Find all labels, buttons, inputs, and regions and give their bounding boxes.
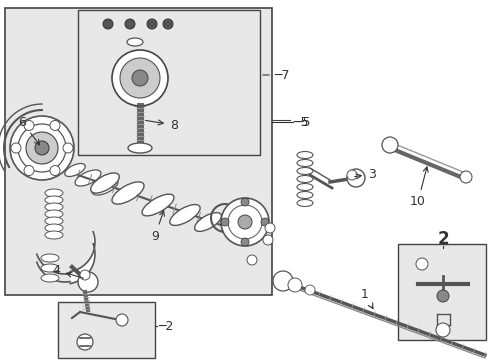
Circle shape [436, 290, 448, 302]
Text: 1: 1 [360, 288, 372, 309]
Circle shape [305, 285, 314, 295]
Ellipse shape [45, 189, 63, 197]
Circle shape [272, 271, 292, 291]
Ellipse shape [45, 210, 63, 218]
Circle shape [261, 218, 268, 226]
Circle shape [120, 58, 160, 98]
Circle shape [78, 272, 98, 292]
Ellipse shape [45, 203, 63, 211]
Circle shape [435, 323, 449, 337]
Ellipse shape [75, 170, 101, 186]
Ellipse shape [169, 204, 200, 225]
Circle shape [35, 141, 49, 155]
Text: 8: 8 [145, 118, 178, 131]
Circle shape [287, 278, 302, 292]
Circle shape [221, 198, 268, 246]
Circle shape [125, 19, 135, 29]
Text: 2: 2 [436, 230, 448, 248]
Bar [58, 302, 155, 358]
Text: 6: 6 [18, 116, 40, 145]
Circle shape [80, 270, 90, 280]
Circle shape [10, 116, 74, 180]
Bar [5, 8, 271, 295]
Circle shape [238, 215, 251, 229]
Text: 4: 4 [52, 264, 83, 278]
Ellipse shape [65, 163, 85, 176]
Circle shape [77, 334, 93, 350]
Text: 3: 3 [354, 167, 375, 180]
Ellipse shape [296, 176, 312, 183]
Text: ─2: ─2 [158, 320, 173, 333]
Ellipse shape [45, 224, 63, 232]
Circle shape [50, 121, 60, 130]
Circle shape [241, 238, 248, 246]
Circle shape [381, 137, 397, 153]
Circle shape [147, 19, 157, 29]
Text: 10: 10 [409, 167, 427, 208]
Ellipse shape [45, 196, 63, 204]
Ellipse shape [92, 179, 118, 195]
Circle shape [459, 171, 471, 183]
Ellipse shape [127, 38, 142, 46]
Ellipse shape [128, 143, 152, 153]
Ellipse shape [41, 264, 59, 272]
Circle shape [246, 255, 257, 265]
Ellipse shape [296, 152, 312, 158]
Circle shape [132, 70, 148, 86]
Circle shape [24, 121, 34, 130]
Text: ─5: ─5 [292, 116, 308, 129]
Ellipse shape [41, 274, 59, 282]
Ellipse shape [296, 199, 312, 207]
Circle shape [24, 166, 34, 176]
Text: ─5: ─5 [294, 116, 310, 129]
Text: ─7: ─7 [273, 68, 289, 81]
Ellipse shape [41, 254, 59, 262]
Ellipse shape [296, 159, 312, 166]
Ellipse shape [296, 167, 312, 175]
Circle shape [11, 143, 21, 153]
Circle shape [241, 198, 248, 206]
Circle shape [346, 170, 356, 180]
Circle shape [263, 235, 272, 245]
Circle shape [163, 19, 173, 29]
Ellipse shape [90, 173, 119, 193]
Circle shape [227, 205, 262, 239]
Circle shape [18, 124, 66, 172]
Ellipse shape [142, 194, 174, 216]
Circle shape [415, 258, 427, 270]
Text: 9: 9 [151, 211, 164, 243]
Ellipse shape [112, 182, 144, 204]
Ellipse shape [45, 217, 63, 225]
Circle shape [221, 218, 228, 226]
Circle shape [112, 50, 168, 106]
Ellipse shape [194, 213, 221, 231]
Ellipse shape [45, 231, 63, 239]
Circle shape [264, 223, 274, 233]
Bar [397, 244, 485, 340]
Circle shape [63, 143, 73, 153]
Circle shape [50, 166, 60, 176]
Circle shape [346, 169, 364, 187]
Ellipse shape [296, 184, 312, 190]
Circle shape [103, 19, 113, 29]
Circle shape [116, 314, 128, 326]
Bar [78, 10, 260, 155]
Circle shape [26, 132, 58, 164]
Ellipse shape [296, 192, 312, 198]
